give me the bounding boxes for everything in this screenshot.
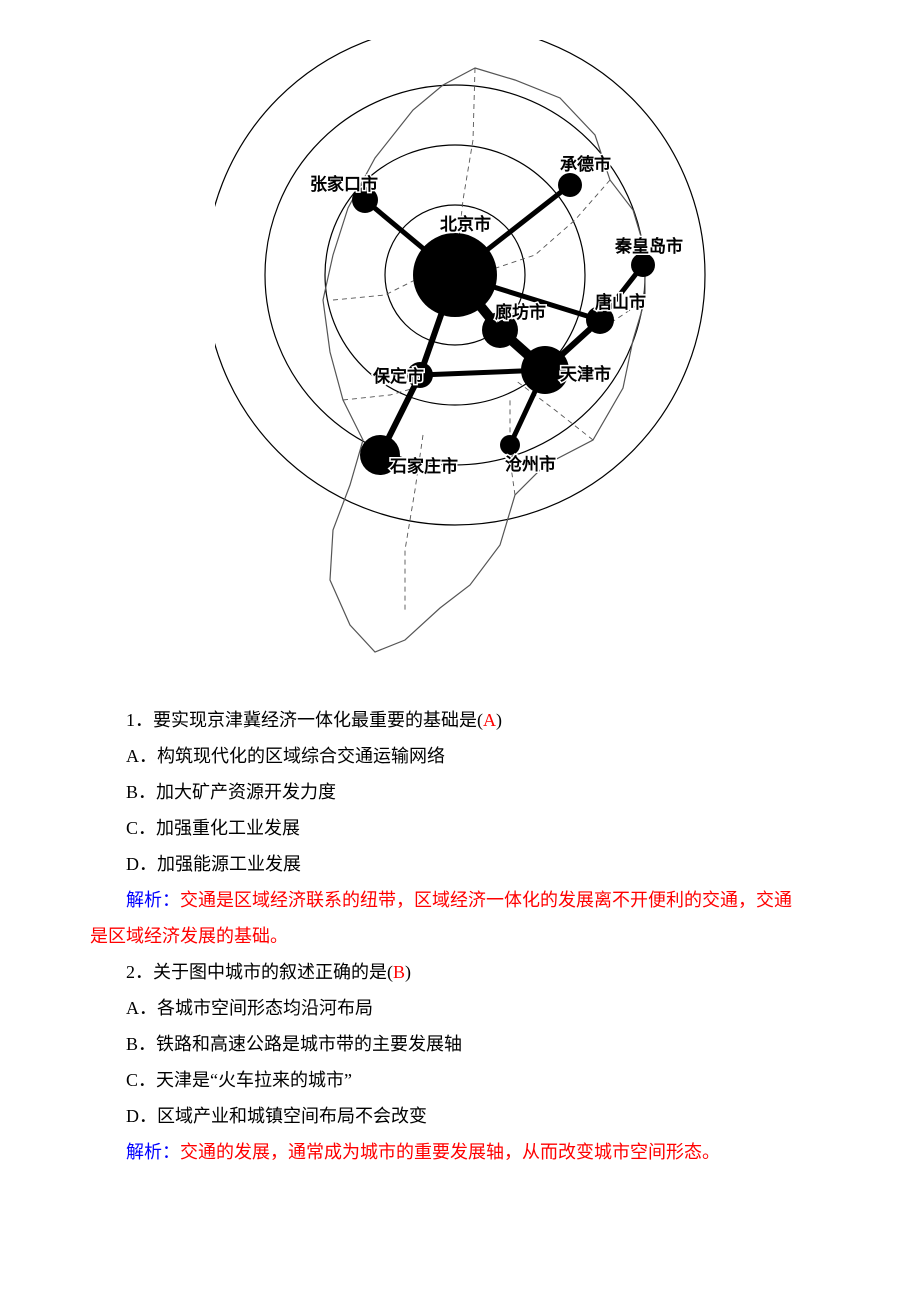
q1-opt-d: D．加强能源工业发展 [90,846,840,882]
q2-opt-d: D．区域产业和城镇空间布局不会改变 [90,1098,840,1134]
q2-opt-a: A．各城市空间形态均沿河布局 [90,990,840,1026]
svg-text:石家庄市: 石家庄市 [389,456,458,476]
q2-stem-suffix: ) [405,962,411,982]
svg-text:沧州市: 沧州市 [505,454,556,474]
svg-text:天津市: 天津市 [560,364,611,384]
q2-jiexi-label: 解析： [126,1142,180,1162]
svg-text:张家口市: 张家口市 [310,174,378,194]
q2-jiexi: 解析：交通的发展，通常成为城市的重要发展轴，从而改变城市空间形态。 [90,1134,840,1170]
q1-answer: A [483,710,496,730]
q2-opt-b: B．铁路和高速公路是城市带的主要发展轴 [90,1026,840,1062]
svg-text:承德市: 承德市 [560,154,611,174]
q1-opt-b: B．加大矿产资源开发力度 [90,774,840,810]
q2-opt-c: C．天津是“火车拉来的城市” [90,1062,840,1098]
q1-opt-c: C．加强重化工业发展 [90,810,840,846]
q1-opt-a: A．构筑现代化的区域综合交通运输网络 [90,738,840,774]
q1-jiexi-text2: 是区域经济发展的基础。 [90,926,288,946]
q1-jiexi-text1: 交通是区域经济联系的纽带，区域经济一体化的发展离不开便利的交通，交通 [180,890,792,910]
q2-answer: B [393,962,405,982]
svg-text:廊坊市: 廊坊市 [495,302,546,322]
q1-stem: 1．要实现京津冀经济一体化最重要的基础是(A) [90,702,840,738]
svg-text:秦皇岛市: 秦皇岛市 [615,236,683,256]
svg-text:北京市: 北京市 [440,214,491,234]
q1-jiexi-label: 解析： [126,890,180,910]
jjj-map: 北京市张家口市承德市秦皇岛市唐山市廊坊市天津市保定市沧州市石家庄市北京市张家口市… [215,40,715,692]
q2-jiexi-text: 交通的发展，通常成为城市的重要发展轴，从而改变城市空间形态。 [180,1142,720,1162]
q2-stem: 2．关于图中城市的叙述正确的是(B) [90,954,840,990]
q2-stem-prefix: 2．关于图中城市的叙述正确的是( [126,962,393,982]
svg-text:唐山市: 唐山市 [595,292,646,312]
q1-stem-prefix: 1．要实现京津冀经济一体化最重要的基础是( [126,710,483,730]
q1-jiexi-line1: 解析：交通是区域经济联系的纽带，区域经济一体化的发展离不开便利的交通，交通 [90,882,840,918]
q1-stem-suffix: ) [496,710,502,730]
q1-jiexi-line2: 是区域经济发展的基础。 [90,918,840,954]
svg-text:保定市: 保定市 [372,366,424,386]
